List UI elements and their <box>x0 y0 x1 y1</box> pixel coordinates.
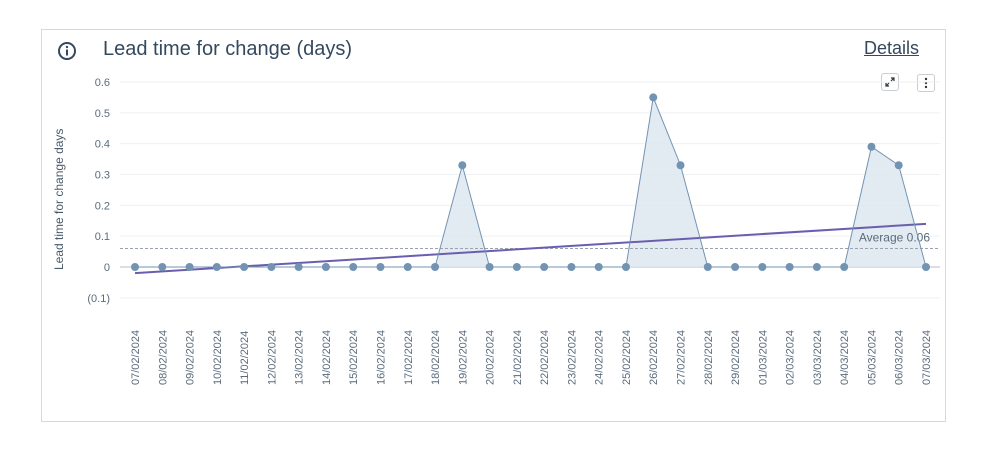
data-point <box>321 263 330 271</box>
x-tick-label: 20/02/2024 <box>485 330 497 385</box>
data-points <box>131 93 930 271</box>
data-point <box>431 263 440 271</box>
series-line <box>135 95 927 268</box>
x-tick-label: 11/02/2024 <box>239 331 251 385</box>
x-tick-label: 24/02/2024 <box>594 330 606 385</box>
average-line-group: Average 0.06 <box>120 231 940 249</box>
data-point <box>785 263 794 271</box>
data-point <box>267 263 276 271</box>
data-point <box>567 263 576 271</box>
series-line-group <box>135 95 927 268</box>
x-tick-label: 02/03/2024 <box>785 330 797 385</box>
data-point <box>758 263 767 271</box>
data-point <box>649 93 658 102</box>
data-point <box>894 161 903 170</box>
y-tick-label: 0.4 <box>95 139 110 151</box>
data-point <box>485 263 494 271</box>
expand-icon <box>885 77 895 87</box>
y-tick-label: 0.3 <box>95 170 110 182</box>
data-point <box>294 263 303 271</box>
y-tick-labels: 0.6 0.5 0.4 0.3 0.2 0.1 0 (0.1) <box>87 77 110 305</box>
y-tick-label: (0.1) <box>87 293 110 305</box>
y-tick-label: 0.1 <box>95 231 110 243</box>
x-tick-label: 18/02/2024 <box>430 330 442 385</box>
data-point <box>812 263 821 271</box>
x-tick-label: 07/03/2024 <box>921 330 933 385</box>
y-tick-label: 0.5 <box>95 108 110 120</box>
data-point <box>158 263 167 271</box>
x-tick-label: 22/02/2024 <box>539 330 551 385</box>
x-tick-label: 15/02/2024 <box>348 330 360 385</box>
x-tick-label: 28/02/2024 <box>703 330 715 385</box>
data-point <box>240 263 249 271</box>
series-area <box>135 97 926 268</box>
x-tick-labels: 07/02/2024 08/02/2024 09/02/2024 10/02/2024… <box>130 330 933 385</box>
details-link[interactable]: Details <box>863 38 919 58</box>
x-tick-label: 04/03/2024 <box>839 330 851 385</box>
data-point <box>731 263 740 271</box>
menu-button[interactable] <box>917 74 935 92</box>
data-point <box>867 142 876 151</box>
x-tick-label: 27/02/2024 <box>676 330 688 385</box>
x-tick-label: 01/03/2024 <box>757 330 769 385</box>
x-tick-label: 19/02/2024 <box>457 330 469 385</box>
data-point <box>594 263 603 271</box>
x-tick-label: 26/02/2024 <box>648 330 660 385</box>
data-point <box>458 161 467 170</box>
x-tick-label: 03/03/2024 <box>812 330 824 385</box>
x-tick-label: 16/02/2024 <box>375 330 387 385</box>
x-tick-label: 17/02/2024 <box>403 330 415 385</box>
x-tick-label: 13/02/2024 <box>294 330 306 385</box>
y-tick-label: 0.2 <box>95 200 110 212</box>
data-point <box>540 263 549 271</box>
data-point <box>922 263 930 271</box>
x-tick-label: 07/02/2024 <box>130 330 142 385</box>
trend-line-group <box>134 222 927 275</box>
x-tick-label: 06/03/2024 <box>894 330 906 385</box>
x-tick-label: 10/02/2024 <box>212 330 224 385</box>
chart-title: Lead time for change (days) <box>103 38 353 60</box>
x-tick-label: 14/02/2024 <box>321 330 333 385</box>
average-label: Average 0.06 <box>859 231 930 245</box>
data-point <box>703 263 712 271</box>
y-tick-label: 0.6 <box>95 77 110 89</box>
x-tick-label: 25/02/2024 <box>621 330 633 385</box>
data-point <box>621 263 630 271</box>
data-point <box>512 263 521 271</box>
data-point <box>185 263 194 271</box>
data-point <box>403 263 412 271</box>
area-fill <box>135 97 926 268</box>
x-tick-label: 09/02/2024 <box>185 330 197 385</box>
info-icon[interactable] <box>57 41 77 61</box>
x-tick-label: 21/02/2024 <box>512 330 524 385</box>
data-point <box>840 263 849 271</box>
x-tick-label: 05/03/2024 <box>866 330 878 385</box>
data-point <box>349 263 358 271</box>
data-point <box>676 161 685 170</box>
trend-line <box>134 222 927 275</box>
x-tick-label: 12/02/2024 <box>266 330 278 385</box>
x-tick-label: 23/02/2024 <box>566 330 578 385</box>
chart-card <box>41 29 946 422</box>
data-point <box>376 263 385 271</box>
x-tick-label: 08/02/2024 <box>157 330 169 385</box>
data-point <box>131 263 139 271</box>
x-tick-label: 29/02/2024 <box>730 330 742 385</box>
y-tick-label: 0 <box>104 262 110 274</box>
data-point <box>212 263 221 271</box>
